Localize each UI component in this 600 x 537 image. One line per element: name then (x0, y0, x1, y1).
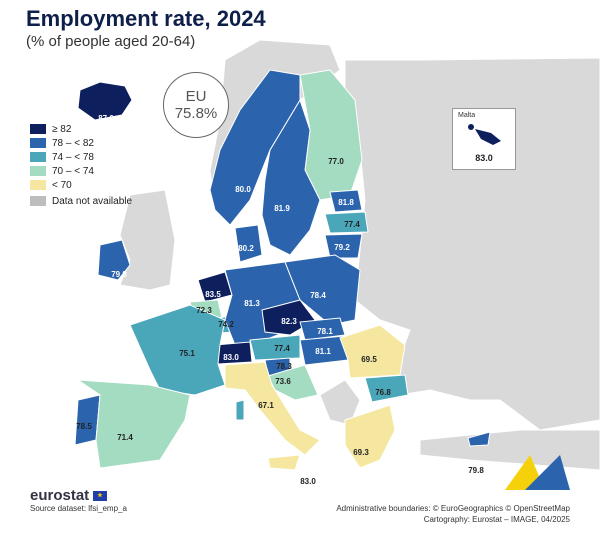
legend-item: 78 – < 82 (30, 136, 132, 150)
region-cyprus (467, 431, 491, 447)
region-sardinia (235, 399, 245, 421)
label-germany: 81.3 (244, 299, 260, 308)
eu-flag-icon (93, 490, 108, 501)
legend-label: 74 – < 78 (52, 151, 94, 163)
label-greece: 69.3 (353, 448, 369, 457)
map-title: Employment rate, 2024 (26, 6, 266, 31)
region-greece (344, 404, 396, 469)
malta-name: Malta (458, 112, 476, 119)
malta-value: 83.0 (475, 153, 493, 163)
legend: ≥ 82 78 – < 82 74 – < 78 70 – < 74 < 70 … (30, 122, 132, 208)
region-france (129, 304, 226, 396)
label-cyprus: 79.8 (468, 466, 484, 475)
value-labels: 87.0 77.0 80.0 81.9 81.8 77.4 79.2 80.2 … (76, 114, 484, 486)
label-sweden: 81.9 (274, 204, 290, 213)
brand-text: eurostat (30, 487, 90, 504)
label-switzerland: 83.0 (223, 353, 239, 362)
region-slovakia (299, 317, 346, 341)
label-belgium: 72.3 (196, 306, 212, 315)
region-ireland (97, 239, 131, 281)
region-lithuania (324, 233, 363, 259)
region-sweden (261, 98, 321, 256)
boundaries-credit: Administrative boundaries: © EuroGeograp… (336, 504, 570, 513)
legend-label: 78 – < 82 (52, 137, 94, 149)
label-romania: 69.5 (361, 355, 377, 364)
region-italy (224, 361, 321, 456)
label-luxembourg: 74.2 (218, 320, 234, 329)
legend-item-na: Data not available (30, 194, 132, 208)
label-austria: 77.4 (274, 344, 290, 353)
region-bulgaria (364, 374, 409, 403)
region-spain (76, 379, 191, 469)
region-latvia (324, 211, 369, 234)
legend-swatch (30, 124, 46, 134)
malta-inset: Malta 83.0 (452, 108, 516, 170)
region-estonia (329, 189, 363, 213)
eurostat-logo: eurostat (30, 487, 108, 504)
logo-triangles (505, 455, 570, 490)
legend-item: < 70 (30, 178, 132, 192)
legend-item: ≥ 82 (30, 122, 132, 136)
label-iceland: 87.0 (98, 114, 114, 123)
legend-label: < 70 (52, 179, 72, 191)
label-france: 75.1 (179, 349, 195, 358)
region-norway (209, 69, 301, 226)
eu-badge-value: 75.8% (174, 105, 218, 122)
legend-item: 74 – < 78 (30, 150, 132, 164)
label-italy: 67.1 (258, 401, 274, 410)
label-ireland: 79.8 (111, 270, 127, 279)
label-latvia: 77.4 (344, 220, 360, 229)
eu-average-badge: EU 75.8% (163, 72, 229, 138)
label-estonia: 81.8 (338, 198, 354, 207)
label-slovenia: 78.3 (276, 362, 292, 371)
region-austria (249, 334, 301, 361)
eu-badge-label: EU (185, 88, 207, 105)
label-hungary: 81.1 (315, 347, 331, 356)
countries (74, 69, 491, 471)
label-denmark: 80.2 (238, 244, 254, 253)
legend-label: ≥ 82 (52, 123, 72, 135)
label-spain: 71.4 (117, 433, 133, 442)
source-note: Source dataset: lfsi_emp_a (30, 504, 127, 513)
legend-swatch (30, 180, 46, 190)
cartography-credit: Cartography: Eurostat – IMAGE, 04/2025 (423, 515, 570, 524)
legend-swatch (30, 152, 46, 162)
legend-swatch (30, 196, 46, 206)
label-czechia: 82.3 (281, 317, 297, 326)
region-denmark (234, 224, 263, 263)
label-croatia: 73.6 (275, 377, 291, 386)
map-subtitle: (% of people aged 20-64) (26, 33, 196, 50)
region-iceland (77, 81, 133, 121)
legend-item: 70 – < 74 (30, 164, 132, 178)
legend-label: Data not available (52, 195, 133, 207)
region-sicily (267, 454, 301, 471)
label-netherlands: 83.5 (205, 290, 221, 299)
legend-swatch (30, 166, 46, 176)
region-romania (339, 324, 406, 379)
legend-label: 70 – < 74 (52, 165, 94, 177)
label-sicily-italy: 83.0 (300, 477, 316, 486)
label-lithuania: 79.2 (334, 243, 350, 252)
label-portugal: 78.5 (76, 422, 92, 431)
label-norway: 80.0 (235, 185, 251, 194)
label-poland: 78.4 (310, 291, 326, 300)
label-bulgaria: 76.8 (375, 388, 391, 397)
legend-swatch (30, 138, 46, 148)
malta-shape (468, 124, 501, 145)
label-finland: 77.0 (328, 157, 344, 166)
label-slovakia: 78.1 (317, 327, 333, 336)
